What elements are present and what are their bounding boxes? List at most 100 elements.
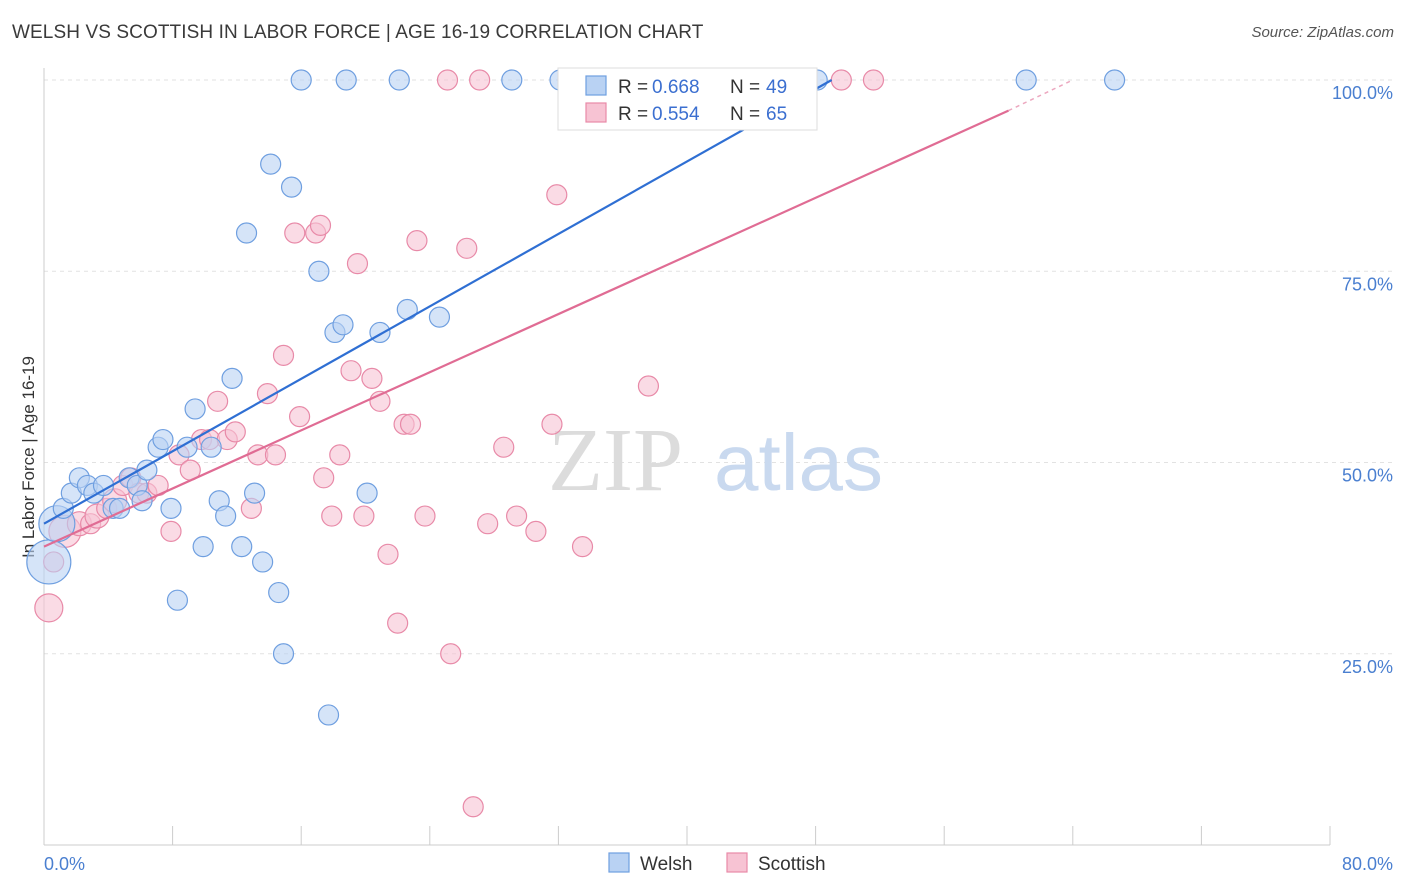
y-axis-label: In Labor Force | Age 16-19 xyxy=(19,356,38,558)
trend-lines xyxy=(43,79,1074,548)
welsh-point xyxy=(166,589,189,611)
scottish-point xyxy=(224,421,246,443)
welsh-point xyxy=(221,367,243,389)
scottish-point xyxy=(207,390,229,412)
welsh-point xyxy=(192,536,214,558)
welsh-point xyxy=(272,643,295,665)
welsh-points xyxy=(26,69,1126,726)
legend-scottish-n: 65 xyxy=(766,104,787,125)
scottish-point xyxy=(436,69,459,91)
scottish-trend-extension xyxy=(1008,79,1074,112)
welsh-point xyxy=(501,69,523,91)
chart-title: WELSH VS SCOTTISH IN LABOR FORCE | AGE 1… xyxy=(12,22,704,43)
axes xyxy=(43,68,1331,846)
scottish-point xyxy=(34,593,64,623)
welsh-point xyxy=(131,490,153,512)
scottish-point xyxy=(353,505,375,527)
scottish-point xyxy=(284,222,306,244)
legend-scottish-r: 0.554 xyxy=(652,104,700,125)
scottish-point xyxy=(506,505,528,527)
scottish-point xyxy=(440,643,462,665)
scottish-point xyxy=(546,184,568,206)
watermark-atlas: atlas xyxy=(714,418,883,507)
x-tick-label-max: 80.0% xyxy=(1342,854,1393,874)
bottom-legend-swatch-scottish xyxy=(726,852,748,873)
watermark: ZIP atlas xyxy=(548,411,883,510)
y-tick-labels: 25.0% 50.0% 75.0% 100.0% xyxy=(1332,83,1393,677)
welsh-point xyxy=(260,153,282,175)
scottish-point xyxy=(272,344,295,366)
scottish-point xyxy=(160,520,182,542)
welsh-point xyxy=(243,482,266,504)
welsh-point xyxy=(215,505,237,527)
welsh-point xyxy=(26,539,72,585)
bottom-legend-welsh: Welsh xyxy=(640,854,692,875)
bottom-legend-swatch-welsh xyxy=(608,852,630,873)
welsh-trend-line xyxy=(43,79,833,525)
welsh-point xyxy=(308,260,330,282)
welsh-point xyxy=(252,551,274,573)
scottish-point xyxy=(340,360,362,382)
scottish-point xyxy=(377,543,399,565)
gridlines xyxy=(44,79,1393,655)
scottish-point xyxy=(462,796,484,818)
welsh-point xyxy=(280,176,303,198)
scottish-point xyxy=(329,444,351,466)
welsh-point xyxy=(176,436,198,458)
scottish-point xyxy=(321,505,343,527)
legend-welsh-n: 49 xyxy=(766,77,787,98)
legend-scottish-r-label: R = xyxy=(618,104,648,125)
scottish-point xyxy=(346,253,369,275)
welsh-point xyxy=(396,298,418,321)
scottish-point xyxy=(414,505,436,527)
welsh-point xyxy=(231,536,253,558)
scottish-point xyxy=(399,413,422,435)
bottom-legend: Welsh Scottish xyxy=(608,852,826,875)
y-tick-label: 50.0% xyxy=(1342,466,1393,486)
scottish-point xyxy=(309,214,332,236)
watermark-zip: ZIP xyxy=(548,411,683,510)
scottish-point xyxy=(525,520,547,542)
welsh-point xyxy=(200,436,222,458)
welsh-point xyxy=(317,704,340,726)
welsh-point xyxy=(1015,69,1037,91)
welsh-point xyxy=(1103,69,1126,91)
scottish-point xyxy=(469,69,491,91)
welsh-point xyxy=(152,428,174,451)
scottish-point xyxy=(288,406,311,428)
bottom-legend-scottish: Scottish xyxy=(758,854,826,875)
welsh-point xyxy=(335,69,357,91)
welsh-point xyxy=(160,497,182,519)
scottish-point xyxy=(406,230,428,252)
scottish-point xyxy=(493,436,515,458)
welsh-point xyxy=(356,482,378,504)
scottish-trend-line xyxy=(43,109,1009,548)
legend-scottish-n-label: N = xyxy=(730,104,760,125)
scottish-point xyxy=(571,536,594,558)
scottish-point xyxy=(637,375,660,397)
welsh-point xyxy=(290,69,312,91)
welsh-point xyxy=(388,69,410,91)
welsh-point xyxy=(268,581,290,604)
x-tick-label-min: 0.0% xyxy=(44,854,85,874)
legend-box: R = 0.668 N = 49 R = 0.554 N = 65 xyxy=(557,67,818,131)
x-tick-labels: 0.0% 80.0% xyxy=(44,854,1393,874)
welsh-point xyxy=(332,314,354,336)
scottish-point xyxy=(264,444,287,466)
legend-welsh-r: 0.668 xyxy=(652,77,700,98)
legend-swatch-welsh xyxy=(585,75,607,96)
legend-welsh-r-label: R = xyxy=(618,77,648,98)
scottish-point xyxy=(361,367,383,389)
welsh-point xyxy=(428,306,451,328)
y-tick-label: 75.0% xyxy=(1342,274,1393,294)
scottish-point xyxy=(256,383,279,405)
y-tick-label: 25.0% xyxy=(1342,657,1393,677)
welsh-point xyxy=(184,398,206,420)
scottish-point xyxy=(830,69,852,91)
scottish-point xyxy=(477,513,499,535)
scottish-point xyxy=(541,413,563,435)
welsh-point xyxy=(235,222,258,244)
legend-welsh-n-label: N = xyxy=(730,77,760,98)
scottish-point xyxy=(387,612,409,634)
